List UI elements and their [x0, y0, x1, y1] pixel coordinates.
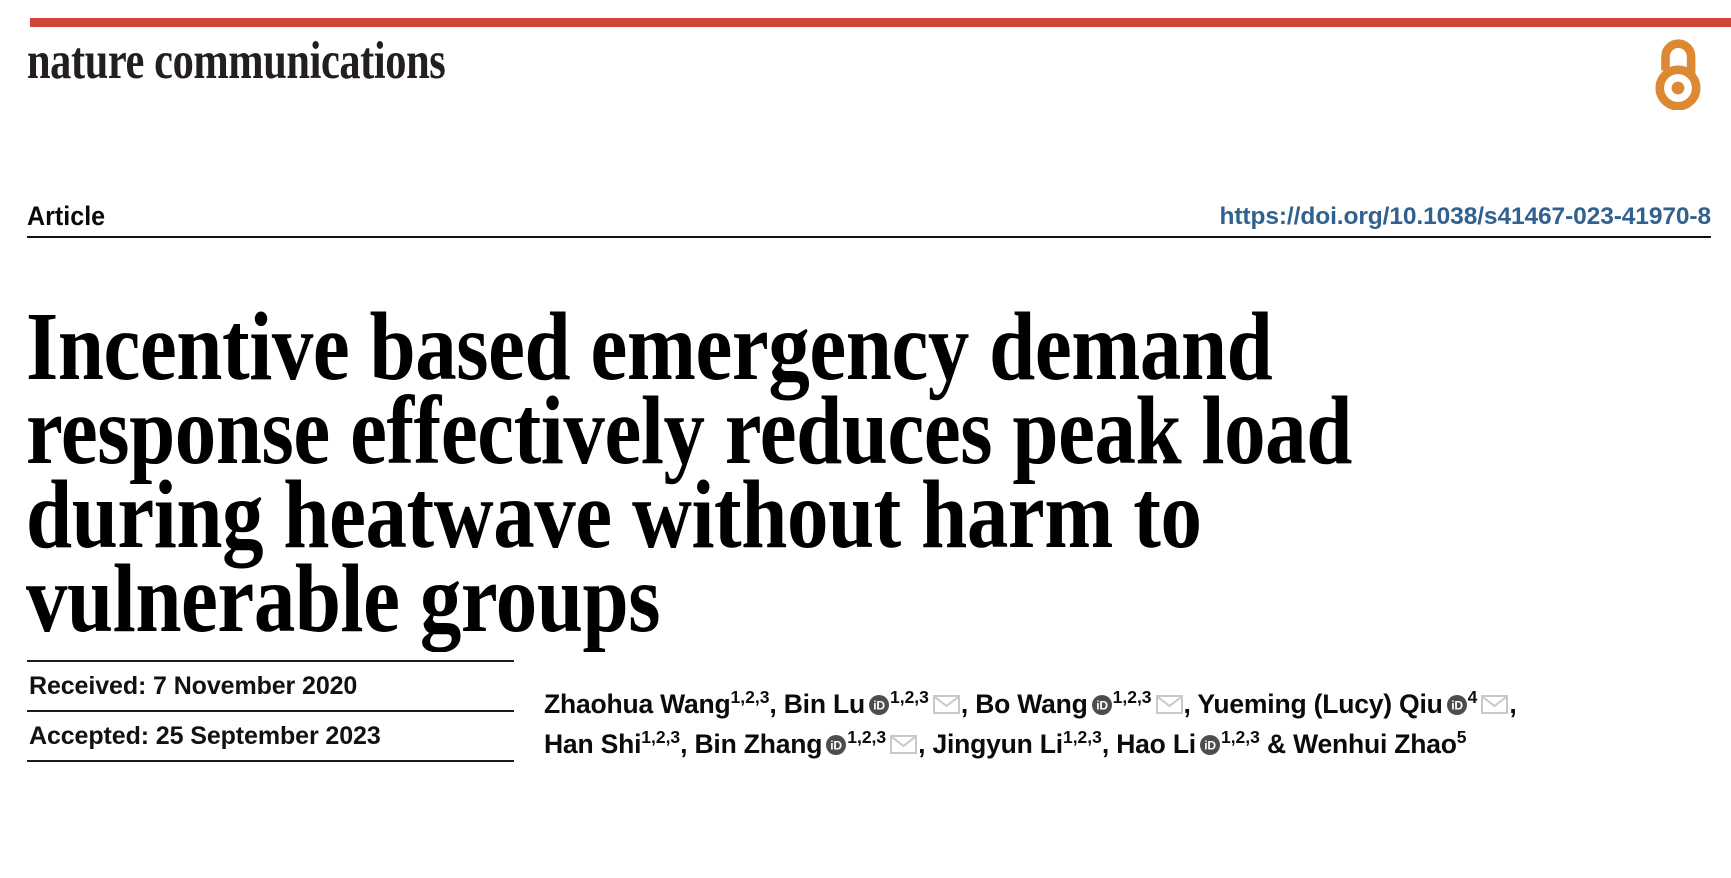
- accepted-date: Accepted: 25 September 2023: [29, 722, 381, 750]
- author-line-1: Zhaohua Wang1,2,3, Bin Lu iD 1,2,3, Bo Wan…: [544, 686, 1517, 719]
- divider-below-accepted: [27, 760, 514, 762]
- open-access-padlock-icon: [1647, 36, 1709, 111]
- orcid-id-icon[interactable]: iD: [1199, 726, 1220, 755]
- article-type-kicker: Article: [27, 201, 106, 231]
- svg-text:iD: iD: [1204, 739, 1216, 753]
- corresponding-author-envelope-icon[interactable]: [890, 725, 918, 754]
- orcid-id-icon[interactable]: iD: [1091, 686, 1112, 715]
- orcid-id-icon[interactable]: iD: [826, 726, 847, 755]
- corresponding-author-envelope-icon[interactable]: [932, 685, 960, 714]
- divider-between-dates: [27, 710, 514, 712]
- author-line-2: Han Shi1,2,3, Bin Zhang iD 1,2,3, Jingyun …: [544, 726, 1467, 759]
- svg-text:iD: iD: [1096, 699, 1108, 713]
- orcid-id-icon[interactable]: iD: [868, 686, 889, 715]
- orcid-id-icon[interactable]: iD: [1446, 686, 1467, 715]
- corresponding-author-envelope-icon[interactable]: [1481, 685, 1509, 714]
- author-list: Zhaohua Wang1,2,3, Bin Lu iD 1,2,3, Bo Wan…: [514, 660, 1705, 764]
- article-footer: Received: 7 November 2020 Accepted: 25 S…: [27, 660, 1705, 878]
- svg-text:iD: iD: [873, 699, 885, 713]
- author-list-text: Zhaohua Wang1,2,3, Bin Lu iD 1,2,3, Bo Wan…: [544, 684, 1705, 764]
- page-title: Incentive based emergency demand respons…: [26, 292, 1352, 652]
- svg-text:iD: iD: [1451, 699, 1463, 713]
- divider-above-received: [27, 660, 514, 662]
- brand-red-bar: [30, 18, 1731, 27]
- corresponding-author-envelope-icon[interactable]: [1155, 685, 1183, 714]
- svg-text:iD: iD: [830, 739, 842, 753]
- article-meta-row: Article https://doi.org/10.1038/s41467-0…: [27, 190, 1711, 238]
- publication-history: Received: 7 November 2020 Accepted: 25 S…: [27, 660, 514, 762]
- received-date: Received: 7 November 2020: [29, 672, 358, 700]
- doi-link[interactable]: https://doi.org/10.1038/s41467-023-41970…: [1219, 203, 1712, 230]
- journal-masthead[interactable]: nature communications: [27, 32, 446, 90]
